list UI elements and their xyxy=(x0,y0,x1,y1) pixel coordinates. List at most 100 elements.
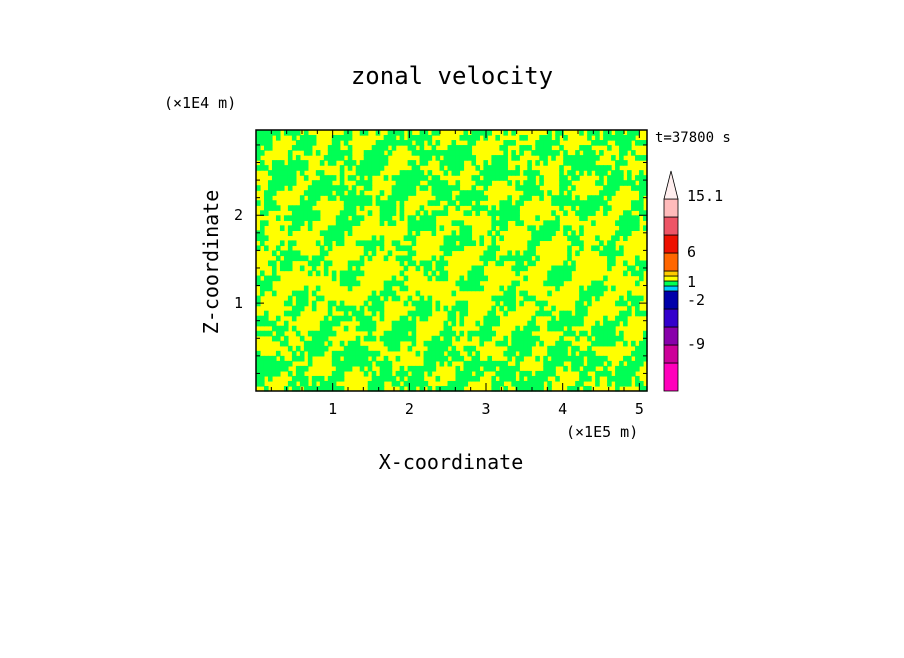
field-cell xyxy=(359,205,365,211)
field-cell xyxy=(423,130,429,136)
field-cell xyxy=(311,195,317,201)
field-cell xyxy=(431,335,437,342)
field-cell xyxy=(383,255,389,262)
field-cell xyxy=(499,260,504,267)
field-cell xyxy=(267,205,273,211)
field-cell xyxy=(431,210,437,216)
field-cell xyxy=(459,145,465,151)
field-cell xyxy=(351,160,357,166)
field-cell xyxy=(471,285,477,292)
field-cell xyxy=(259,320,265,327)
field-cell xyxy=(579,155,584,161)
field-cell xyxy=(527,375,532,382)
field-cell xyxy=(587,210,592,216)
field-cell xyxy=(507,375,512,382)
field-cell xyxy=(467,200,473,206)
field-cell xyxy=(459,155,465,161)
field-cell xyxy=(395,255,401,262)
field-cell xyxy=(447,155,453,161)
field-cell xyxy=(623,270,628,277)
field-cell xyxy=(515,280,520,287)
field-cell xyxy=(295,145,301,151)
field-cell xyxy=(303,140,309,146)
field-cell xyxy=(467,335,473,342)
field-cell xyxy=(535,240,540,247)
field-cell xyxy=(407,255,413,262)
field-cell xyxy=(535,185,540,191)
field-cell xyxy=(339,280,345,287)
field-cell xyxy=(311,330,317,337)
field-cell xyxy=(387,205,393,211)
field-cell xyxy=(567,180,572,186)
field-cell xyxy=(311,200,317,206)
field-cell xyxy=(599,165,604,171)
field-cell xyxy=(299,335,305,342)
field-cell xyxy=(427,140,433,146)
field-cell xyxy=(287,185,293,191)
field-cell xyxy=(619,330,624,337)
field-cell xyxy=(375,385,381,392)
field-cell xyxy=(579,300,584,307)
field-cell xyxy=(515,215,520,221)
field-cell xyxy=(587,355,592,362)
field-cell xyxy=(639,345,644,352)
field-cell xyxy=(299,215,305,221)
field-cell xyxy=(443,335,449,342)
colorbar: 15.161-2-9 xyxy=(663,170,723,392)
field-cell xyxy=(327,380,333,387)
field-cell xyxy=(599,190,604,196)
field-cell xyxy=(363,360,369,367)
field-cell xyxy=(631,135,636,141)
field-cell xyxy=(475,320,481,327)
field-cell xyxy=(559,325,564,332)
field-cell xyxy=(451,165,457,171)
field-cell xyxy=(343,205,349,211)
field-cell xyxy=(507,250,512,257)
field-cell xyxy=(539,385,544,392)
field-cell xyxy=(503,295,508,302)
colorbar-band xyxy=(663,234,679,254)
field-cell xyxy=(619,175,624,181)
x-unit-label: (×1E5 m) xyxy=(566,423,638,441)
field-cell xyxy=(559,190,564,196)
field-cell xyxy=(335,355,341,362)
field-cell xyxy=(499,255,504,262)
field-cell xyxy=(595,195,600,201)
field-cell xyxy=(359,200,365,206)
field-cell xyxy=(555,340,560,347)
field-cell xyxy=(451,290,457,297)
field-cell xyxy=(511,265,516,272)
field-cell xyxy=(543,155,548,161)
field-cell xyxy=(603,135,608,141)
field-cell xyxy=(287,165,293,171)
field-cell xyxy=(471,275,477,282)
field-cell xyxy=(487,130,492,136)
field-cell xyxy=(395,355,401,362)
field-cell xyxy=(371,335,377,342)
field-cell xyxy=(519,380,524,387)
field-cell xyxy=(483,255,489,262)
field-cell xyxy=(391,290,397,297)
field-cell xyxy=(619,375,624,382)
colorbar-band xyxy=(663,285,679,292)
field-cell xyxy=(539,155,544,161)
field-cell xyxy=(595,135,600,141)
field-cell xyxy=(407,245,413,252)
field-cell xyxy=(487,355,492,362)
field-cell xyxy=(515,345,520,352)
field-cell xyxy=(447,360,453,367)
field-cell xyxy=(495,160,500,166)
field-cell xyxy=(311,375,317,382)
field-cell xyxy=(303,300,309,307)
field-cell xyxy=(583,155,588,161)
field-cell xyxy=(363,320,369,327)
colorbar-band xyxy=(663,308,679,328)
field-cell xyxy=(319,190,325,196)
field-cell xyxy=(599,150,604,156)
field-cell xyxy=(315,260,321,267)
field-cell xyxy=(551,200,556,206)
field-cell xyxy=(391,330,397,337)
field-cell xyxy=(351,305,357,312)
field-cell xyxy=(491,220,496,226)
field-cell xyxy=(491,360,496,367)
